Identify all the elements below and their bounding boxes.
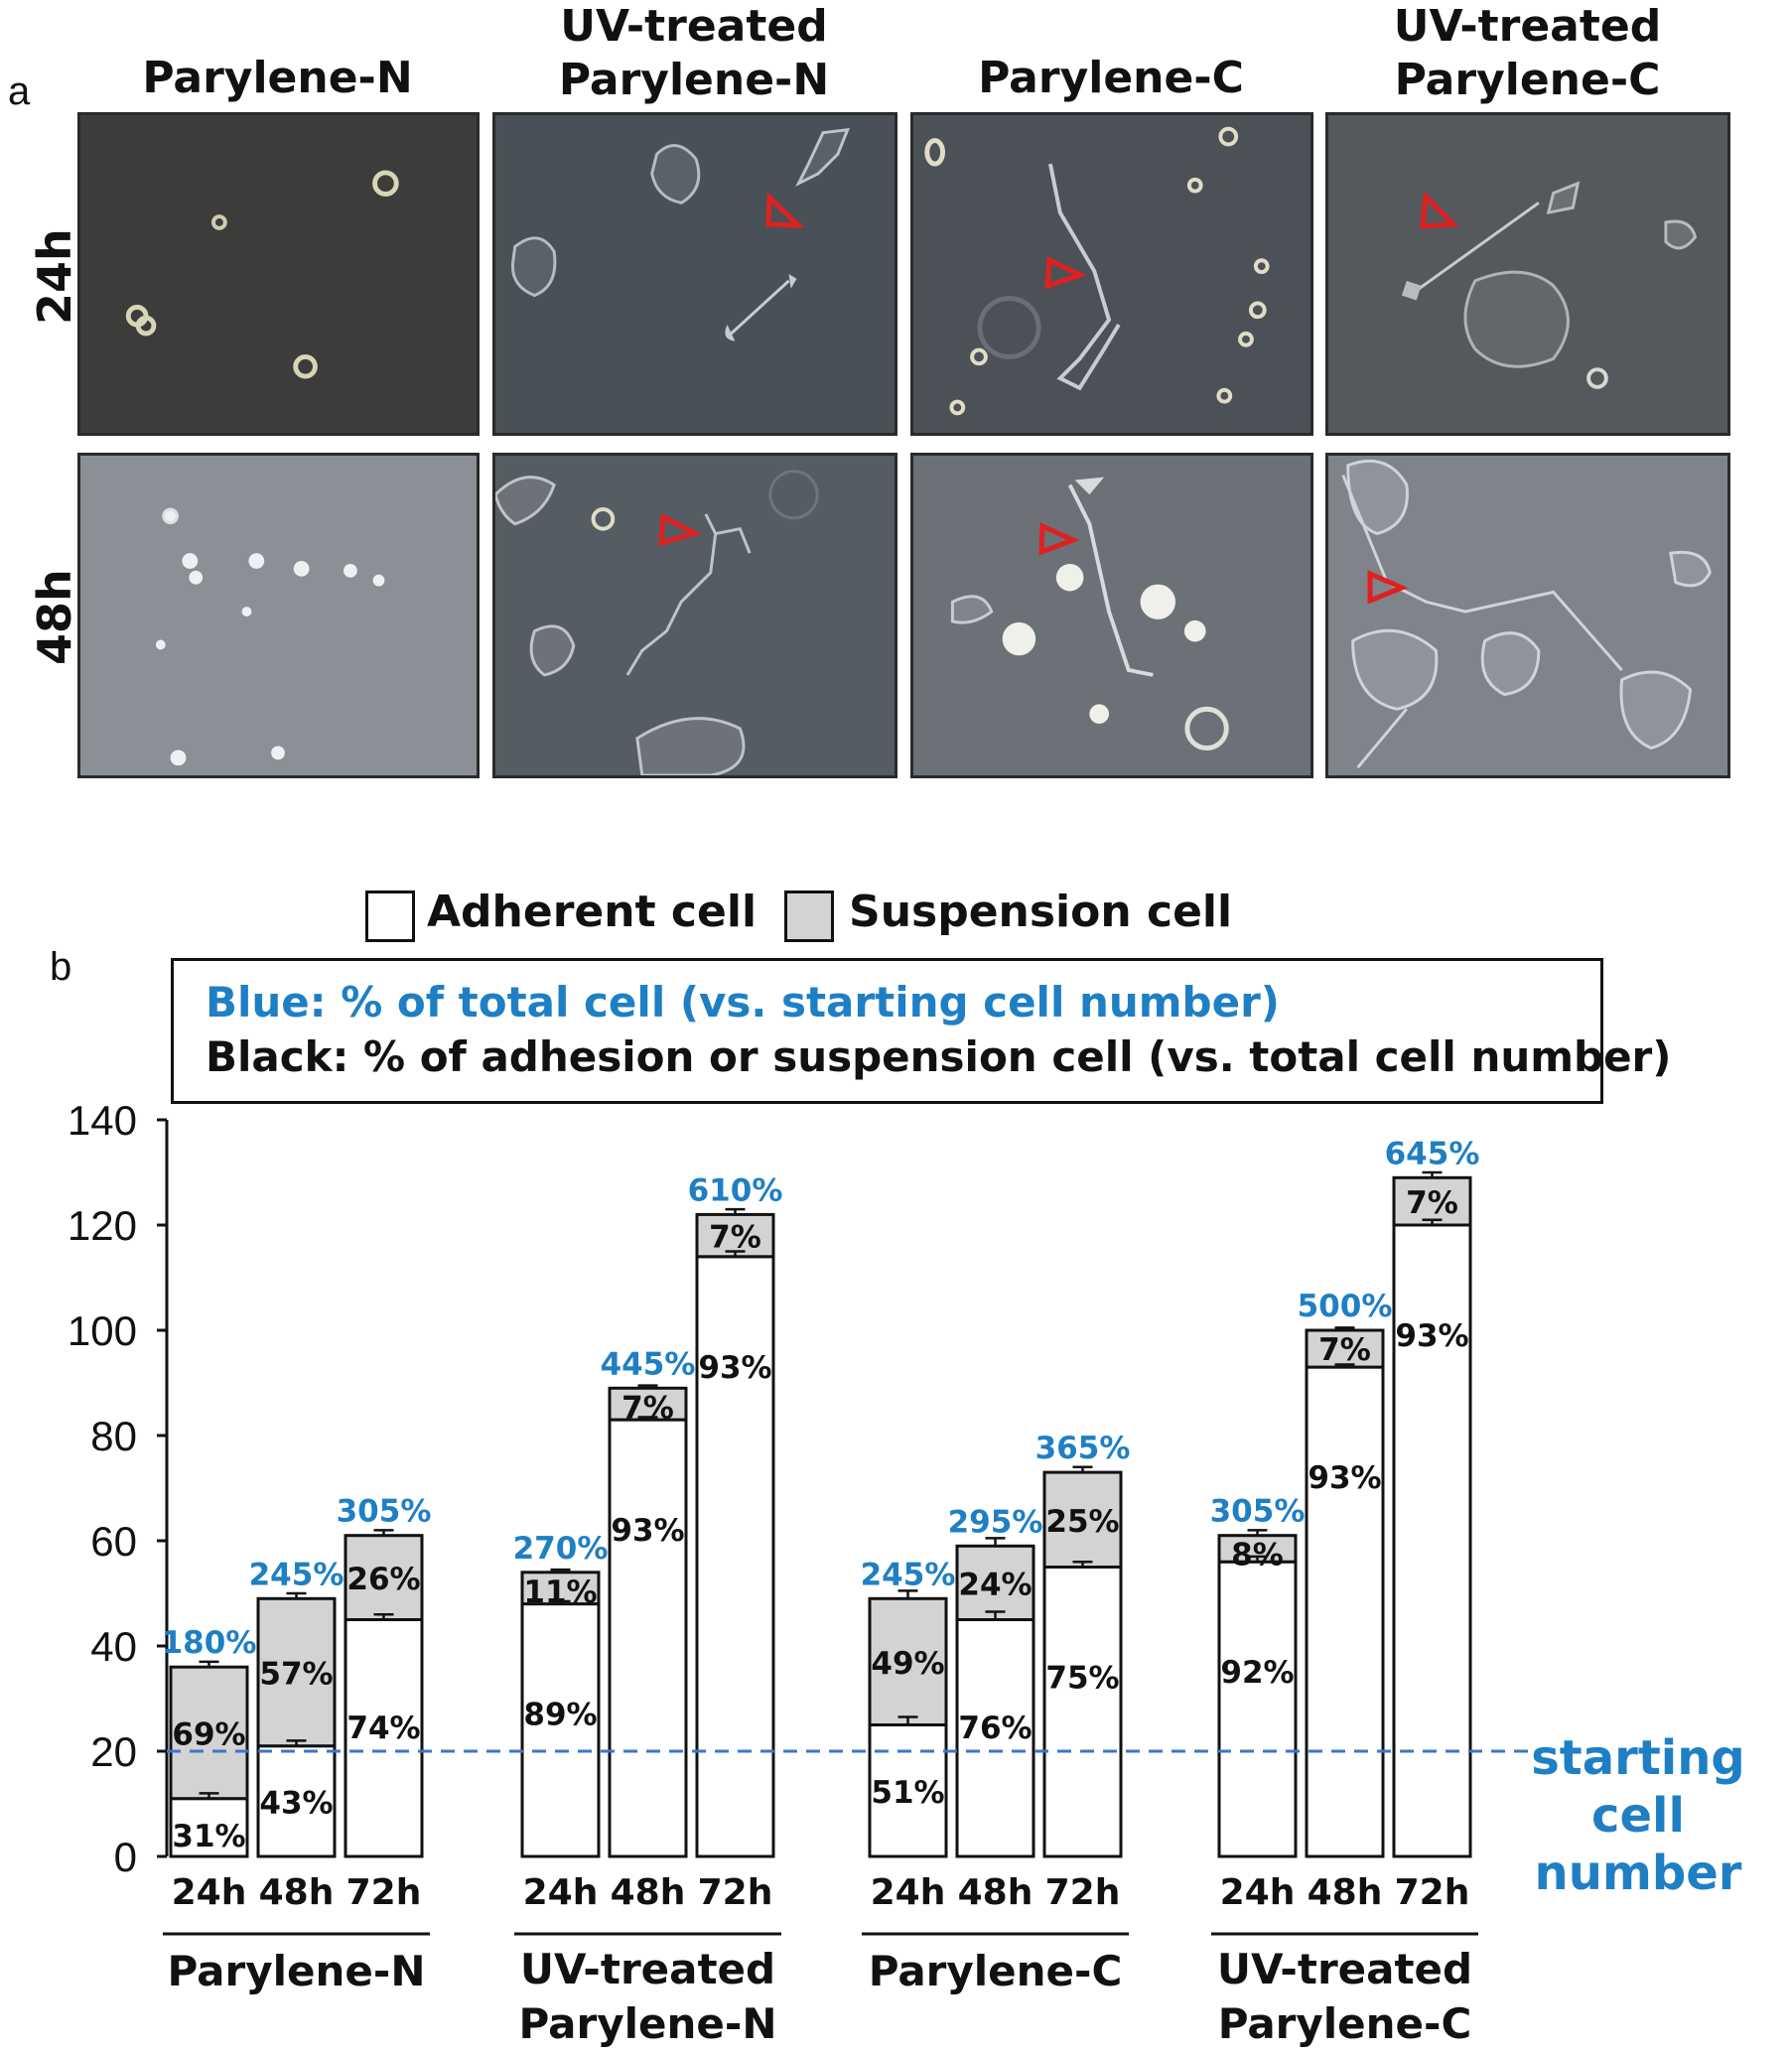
starting-cell-number-label: starting cell number (1489, 1729, 1787, 1902)
adherent-percent-label: 76% (958, 1711, 1032, 1746)
x-tick-label: 24h (172, 1872, 247, 1913)
y-tick-label: 20 (90, 1728, 137, 1775)
total-percent-label: 645% (1385, 1136, 1480, 1171)
y-tick-label: 80 (90, 1413, 137, 1459)
suspension-percent-label: 7% (1406, 1185, 1458, 1221)
group-label: UV-treated (520, 1945, 775, 1993)
y-tick-label: 0 (114, 1834, 137, 1880)
adherent-percent-label: 89% (523, 1698, 597, 1733)
y-tick-label: 120 (68, 1202, 137, 1249)
group-label: Parylene-C (869, 1947, 1123, 1995)
x-tick-label: 48h (1308, 1872, 1383, 1913)
total-percent-label: 445% (601, 1346, 696, 1382)
total-percent-label: 305% (1210, 1494, 1306, 1530)
adherent-percent-label: 51% (871, 1775, 944, 1811)
bar-adherent (1219, 1562, 1296, 1856)
group-label: Parylene-C (1218, 1999, 1472, 2048)
y-tick-label: 100 (68, 1307, 137, 1354)
adherent-percent-label: 93% (698, 1350, 771, 1386)
x-tick-label: 48h (611, 1872, 686, 1913)
x-tick-label: 24h (523, 1872, 599, 1913)
suspension-percent-label: 49% (871, 1646, 944, 1682)
total-percent-label: 295% (948, 1504, 1043, 1540)
total-percent-label: 610% (688, 1172, 783, 1208)
adherent-percent-label: 93% (1308, 1460, 1381, 1496)
total-percent-label: 305% (337, 1494, 432, 1530)
adherent-percent-label: 93% (611, 1513, 684, 1549)
suspension-percent-label: 57% (259, 1657, 333, 1693)
group-label: Parylene-N (168, 1947, 426, 1995)
adherent-percent-label: 43% (259, 1785, 333, 1821)
total-percent-label: 245% (249, 1557, 345, 1592)
total-percent-label: 245% (861, 1557, 956, 1592)
x-tick-label: 72h (346, 1872, 422, 1913)
x-tick-label: 48h (259, 1872, 335, 1913)
adherent-percent-label: 75% (1045, 1661, 1119, 1697)
suspension-percent-label: 11% (523, 1575, 597, 1610)
suspension-percent-label: 25% (1045, 1504, 1119, 1540)
suspension-percent-label: 7% (621, 1390, 674, 1426)
suspension-percent-label: 7% (709, 1220, 761, 1256)
y-tick-label: 60 (90, 1518, 137, 1565)
x-tick-label: 48h (958, 1872, 1034, 1913)
suspension-percent-label: 7% (1318, 1332, 1371, 1368)
x-tick-label: 24h (871, 1872, 946, 1913)
y-tick-label: 140 (68, 1097, 137, 1144)
total-percent-label: 180% (162, 1625, 257, 1661)
bar-adherent (1307, 1367, 1383, 1856)
x-tick-label: 72h (1045, 1872, 1121, 1913)
y-tick-label: 40 (90, 1623, 137, 1670)
total-percent-label: 365% (1035, 1431, 1131, 1466)
adherent-percent-label: 92% (1220, 1655, 1294, 1691)
adherent-percent-label: 74% (346, 1711, 420, 1746)
total-percent-label: 270% (513, 1531, 609, 1567)
suspension-percent-label: 8% (1231, 1538, 1284, 1574)
suspension-percent-label: 26% (346, 1562, 420, 1597)
x-tick-label: 24h (1220, 1872, 1296, 1913)
suspension-percent-label: 24% (958, 1567, 1032, 1602)
adherent-percent-label: 31% (172, 1819, 245, 1854)
bar-adherent (1044, 1568, 1121, 1857)
group-label: Parylene-N (519, 1999, 777, 2048)
total-percent-label: 500% (1298, 1289, 1393, 1324)
bar-adherent (610, 1420, 686, 1856)
group-label: UV-treated (1217, 1945, 1472, 1993)
adherent-percent-label: 93% (1395, 1318, 1468, 1354)
bar-adherent (697, 1257, 773, 1856)
x-tick-label: 72h (1395, 1872, 1470, 1913)
x-tick-label: 72h (698, 1872, 773, 1913)
suspension-percent-label: 69% (172, 1716, 245, 1752)
